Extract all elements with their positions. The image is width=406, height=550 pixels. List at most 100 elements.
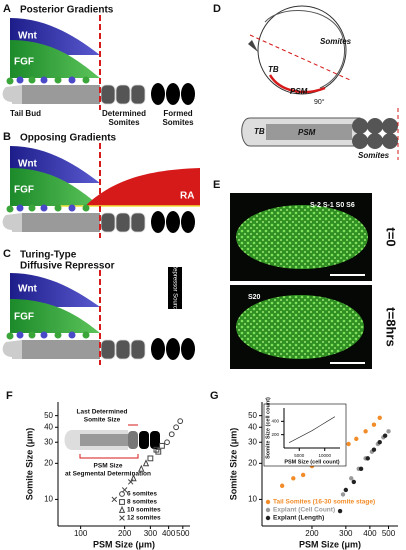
inset-frame [263,403,347,467]
panel-letter: B [3,131,11,143]
panel-f-inset: Last Determined Somite Size PSM Size at … [64,409,160,478]
time-label: t=0 [384,227,399,246]
panel-title: Turing-Type [20,250,77,261]
x-axis-label: PSM Size (cell count) [284,459,339,465]
legend-label: Tail Somites (16-30 somite stage) [273,499,375,506]
inset-label: Somite Size [84,417,121,424]
y-axis-label: Somite Size (μm) [228,428,238,501]
point [159,442,165,449]
point [138,464,145,472]
y-tick-label: 30 [44,437,53,446]
schematic-psm [266,124,352,140]
embryo-body [264,10,346,89]
point [349,476,354,481]
y-tick-label: 40 [44,422,53,431]
embryo-outline [257,5,347,95]
y-axis-label: Somite Size (μm) [24,428,34,501]
panel-a: A Posterior Gradients Wnt FGF Tail Bud D… [3,3,195,127]
tissue [3,205,195,234]
point [343,487,349,493]
legend-label: Explant (Cell Count) [273,507,335,514]
inset-label: at Segmental Determination [65,471,151,478]
point [177,418,184,425]
y-tick-label: 200 [271,432,279,437]
x-tick-label: 200 [305,529,319,538]
wnt-label: Wnt [18,31,38,42]
x-tick-label: 5000 [294,453,305,458]
legend-label: 12 somites [127,515,161,522]
panel-title: Opposing Gradients [20,133,117,144]
point [127,479,134,485]
inset-line [288,416,336,443]
y-tick-label: 50 [44,411,53,420]
panel-letter: C [3,248,11,260]
tissue [3,77,195,106]
psm-arc [268,74,326,94]
y-tick-label: 30 [248,437,257,446]
wnt-gradient [10,273,100,307]
y-tick-label: 20 [248,458,257,467]
point [130,474,137,482]
point [265,515,271,521]
x-tick-label: 100 [74,529,88,538]
panel-letter: F [6,390,13,402]
repressor-label: Repressor Source [171,264,177,313]
panel-letter: G [210,390,219,402]
point [142,459,150,467]
time-label: t=8hrs [384,307,399,346]
x-tick-label: 300 [339,529,353,538]
panel-e: E S-2 S-1 S0 S6 t=0 S20 t=8hrs [213,179,399,369]
panel-letter: D [213,3,221,15]
point [365,456,370,461]
fgf-gradient [10,299,100,333]
wnt-label: Wnt [18,284,38,295]
point [118,505,126,513]
point [147,455,154,462]
point [371,422,377,427]
fgf-label: FGF [14,57,34,68]
wnt-label: Wnt [18,159,38,170]
point [168,431,175,438]
tb-label: TB [254,127,265,136]
tb-label: TB [268,65,279,74]
panel-d: D Somites TB PSM 90° TB PSM Somites [213,3,399,160]
y-tick-label: 40 [248,422,257,431]
panel-c: C Turing-Type Diffusive Repressor Wnt FG… [3,248,195,365]
formed-label: Somites [162,118,194,127]
rotation-label: 90° [314,98,325,106]
x-tick-label: 200 [118,529,132,538]
y-axis-label: Somite Size (cell count) [265,397,271,459]
x-tick-label: 400 [162,529,176,538]
ra-gradient [85,168,200,206]
legend-label: 6 somites [127,491,157,498]
point [340,492,346,497]
point [265,499,271,505]
point [382,433,388,438]
point [371,447,377,452]
point [377,415,382,420]
inset-label: PSM Size [94,463,123,470]
somites-label: Somites [320,37,352,46]
point [346,441,351,447]
point [291,476,296,481]
point [119,491,125,497]
point [111,496,118,503]
psm-label: PSM [290,87,308,96]
point [300,472,306,478]
y-tick-label: 20 [44,458,53,467]
point [363,429,368,434]
point [155,448,162,455]
point [354,436,359,442]
x-tick-label: 10000 [318,453,331,458]
x-axis-label: PSM Size (μm) [299,539,361,549]
point [119,515,125,521]
x-axis-label: PSM Size (μm) [93,539,155,549]
point [377,440,382,445]
y-tick-label: 10 [44,495,53,504]
point [173,424,180,431]
repressor-box [168,267,182,309]
fgf-gradient [10,40,100,78]
panel-title: Posterior Gradients [20,5,114,16]
panel-b: B Opposing Gradients Wnt FGF RA [3,131,200,238]
